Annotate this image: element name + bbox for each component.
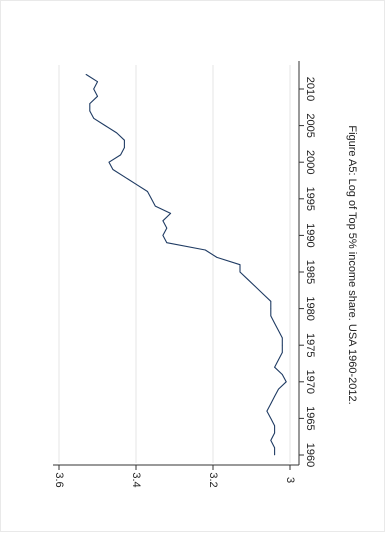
tick-marks <box>58 88 304 470</box>
data-point-2003 <box>124 139 125 141</box>
year-tick-label-1975: 1975 <box>304 333 316 357</box>
data-point-1975 <box>281 344 283 346</box>
data-point-2007 <box>89 110 91 112</box>
year-tick-label-1985: 1985 <box>304 260 316 284</box>
data-point-1980 <box>270 308 272 309</box>
data-point-2011 <box>97 81 98 83</box>
data-point-1965 <box>270 418 272 419</box>
figure-caption: Figure A5: Log of Top 5% income share. U… <box>346 125 358 404</box>
data-point-1984 <box>247 278 249 280</box>
data-point-1964 <box>274 425 275 427</box>
data-point-1993 <box>170 213 172 214</box>
data-point-1962 <box>270 440 272 441</box>
tick-labels: 1960 1965 1970 1975 1980 1985 1990 1995 2000 2005… <box>53 77 316 488</box>
data-point-1963 <box>274 432 275 434</box>
data-point-2006 <box>93 117 95 119</box>
data-point-2000 <box>108 161 110 163</box>
data-point-1976 <box>281 337 283 339</box>
data-point-2010 <box>93 88 95 90</box>
year-tick-label-1970: 1970 <box>304 370 316 394</box>
data-point-1982 <box>262 293 264 295</box>
data-point-1991 <box>166 227 168 229</box>
data-point-1998 <box>124 176 125 178</box>
data-point-1986 <box>239 264 241 266</box>
data-point-1972 <box>274 366 275 368</box>
data-point-2008 <box>89 103 91 104</box>
data-point-2002 <box>124 147 125 149</box>
data-point-1967 <box>270 403 272 405</box>
value-tick-label-3.4: 3.4 <box>130 472 142 487</box>
year-tick-label-1980: 1980 <box>304 296 316 320</box>
data-point-1996 <box>147 191 148 192</box>
year-tick-label-2010: 2010 <box>304 77 316 101</box>
year-tick-label-2000: 2000 <box>304 150 316 174</box>
value-tick-label-3.6: 3.6 <box>53 472 65 487</box>
gridlines <box>58 65 291 463</box>
value-tick-label-3: 3 <box>284 477 296 483</box>
data-point-1960 <box>274 454 275 456</box>
data-point-1997 <box>135 183 137 185</box>
series <box>85 73 287 456</box>
data-point-1969 <box>278 388 279 390</box>
data-point-1977 <box>278 330 279 331</box>
data-point-1978 <box>274 322 275 324</box>
data-point-1989 <box>166 242 168 244</box>
data-point-1985 <box>239 271 241 273</box>
data-point-1981 <box>270 300 272 302</box>
data-point-1971 <box>281 374 283 375</box>
data-point-2001 <box>120 154 121 156</box>
axes <box>53 61 300 466</box>
data-point-2004 <box>116 132 118 134</box>
year-tick-label-2005: 2005 <box>304 113 316 137</box>
year-tick-label-1965: 1965 <box>304 406 316 430</box>
data-point-1974 <box>281 352 283 353</box>
year-tick-label-1960: 1960 <box>304 443 316 467</box>
data-point-1966 <box>266 410 268 412</box>
data-point-1999 <box>112 169 114 170</box>
data-point-2005 <box>104 125 106 126</box>
data-point-2012 <box>85 74 87 75</box>
series-line-0 <box>85 73 287 455</box>
data-point-1979 <box>270 315 272 317</box>
data-point-1961 <box>274 447 275 449</box>
data-point-2009 <box>97 95 98 97</box>
data-point-1990 <box>162 235 164 236</box>
value-tick-label-3.2: 3.2 <box>207 472 219 487</box>
data-point-1983 <box>255 286 256 287</box>
data-point-1987 <box>216 257 218 258</box>
data-point-1992 <box>162 220 164 222</box>
data-point-1995 <box>151 198 152 200</box>
data-point-1970 <box>285 381 287 383</box>
data-point-1973 <box>278 359 279 361</box>
year-tick-label-1995: 1995 <box>304 187 316 211</box>
data-point-1968 <box>274 396 275 397</box>
data-point-1994 <box>154 205 156 207</box>
data-point-1988 <box>204 249 206 251</box>
year-tick-label-1990: 1990 <box>304 223 316 247</box>
